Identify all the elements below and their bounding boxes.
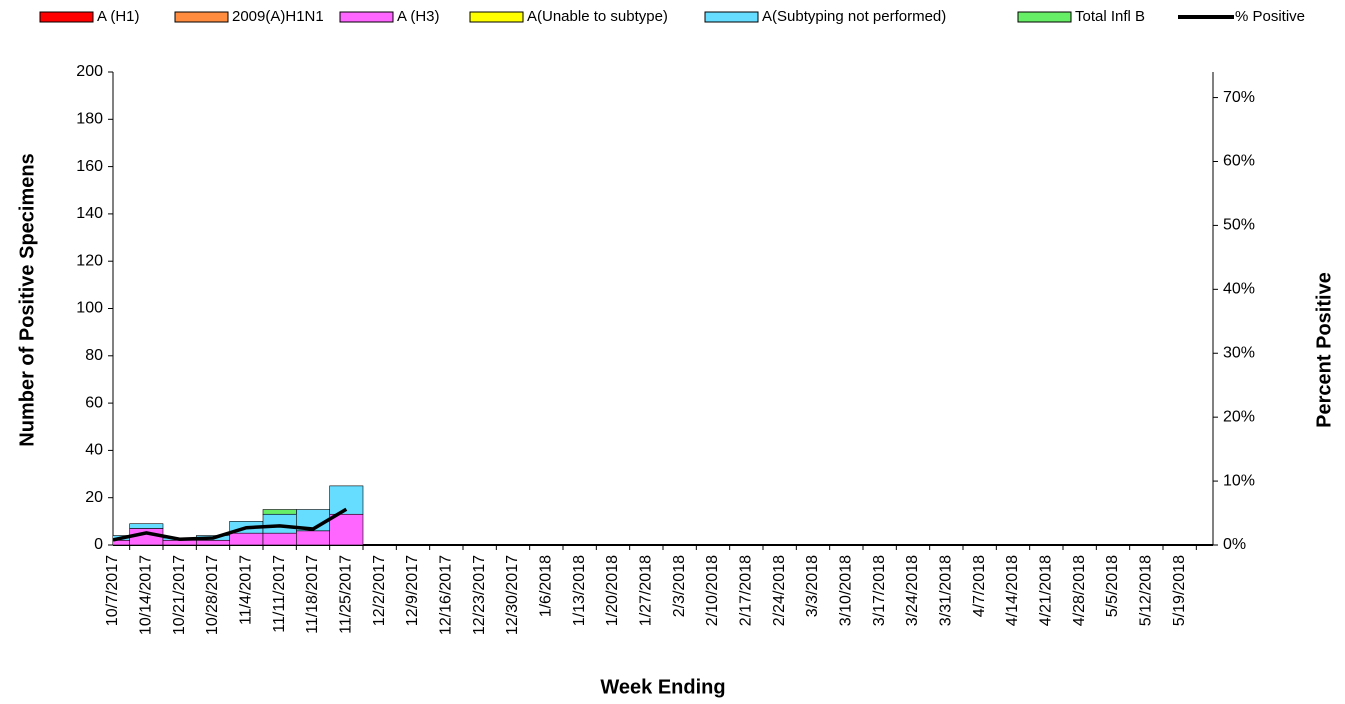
x-tick-label: 11/11/2017 <box>271 555 288 633</box>
x-tick-label: 4/14/2018 <box>1004 555 1021 626</box>
y2-tick-label: 20% <box>1223 408 1255 425</box>
y2-tick-label: 60% <box>1223 153 1255 170</box>
x-tick-label: 4/28/2018 <box>1071 555 1088 626</box>
x-tick-label: 11/4/2017 <box>238 555 255 625</box>
x-tick-label: 3/24/2018 <box>904 555 921 626</box>
y-tick-label: 0 <box>94 536 103 553</box>
x-tick-label: 10/7/2017 <box>104 555 121 626</box>
x-tick-label: 12/23/2017 <box>471 555 488 635</box>
y-tick-label: 200 <box>76 63 103 80</box>
bar-segment <box>262 513 297 534</box>
legend-swatch <box>339 11 394 23</box>
bar-segment <box>196 539 230 546</box>
x-tick-label: 1/13/2018 <box>571 555 588 626</box>
x-tick-label: 2/17/2018 <box>738 555 755 626</box>
x-tick-label: 12/2/2017 <box>371 555 388 626</box>
x-tick-label: 10/14/2017 <box>138 555 155 635</box>
y-tick-label: 20 <box>85 489 103 506</box>
legend-label: A (H3) <box>397 8 440 25</box>
x-tick-label: 2/24/2018 <box>771 555 788 626</box>
y-tick-label: 40 <box>85 442 103 459</box>
legend-swatch <box>704 11 759 23</box>
legend-label: A (H1) <box>97 8 140 25</box>
x-tick-label: 12/30/2017 <box>504 555 521 635</box>
legend-swatch <box>174 11 229 23</box>
x-tick-label: 10/28/2017 <box>204 555 221 635</box>
bar-segment <box>129 523 164 529</box>
y2-axis-title: Percent Positive <box>1313 272 1335 428</box>
bar-segment <box>229 532 264 546</box>
y2-tick-label: 30% <box>1223 344 1255 361</box>
legend-swatch <box>39 11 94 23</box>
x-tick-label: 5/19/2018 <box>1171 555 1188 626</box>
y-tick-label: 80 <box>85 347 103 364</box>
x-tick-label: 1/27/2018 <box>638 555 655 626</box>
bar-segment <box>262 532 297 546</box>
y-tick-label: 160 <box>76 158 103 175</box>
x-axis-title: Week Ending <box>600 676 725 698</box>
y-tick-label: 60 <box>85 394 103 411</box>
x-tick-label: 10/21/2017 <box>171 555 188 635</box>
x-tick-label: 11/18/2017 <box>304 555 321 634</box>
x-tick-label: 12/16/2017 <box>438 555 455 635</box>
y-axis-title: Number of Positive Specimens <box>16 153 38 446</box>
legend-label: A(Unable to subtype) <box>527 8 668 25</box>
bar-segment <box>329 513 364 546</box>
legend-label: Total Infl B <box>1075 8 1145 25</box>
y-tick-label: 120 <box>76 252 103 269</box>
x-tick-label: 5/12/2018 <box>1138 555 1155 626</box>
x-tick-label: 3/10/2018 <box>838 555 855 626</box>
x-tick-label: 3/31/2018 <box>938 555 955 626</box>
legend-swatch <box>1017 11 1072 23</box>
y2-tick-label: 40% <box>1223 281 1255 298</box>
x-tick-label: 1/20/2018 <box>604 555 621 626</box>
bar-segment <box>296 530 330 546</box>
legend-label: % Positive <box>1235 8 1305 25</box>
x-tick-label: 2/3/2018 <box>671 555 688 617</box>
bar-segment <box>262 509 297 515</box>
y-tick-label: 180 <box>76 111 103 128</box>
x-tick-label: 12/9/2017 <box>404 555 421 626</box>
x-tick-label: 1/6/2018 <box>538 555 555 617</box>
legend-label: A(Subtyping not performed) <box>762 8 946 25</box>
x-tick-label: 4/21/2018 <box>1038 555 1055 626</box>
x-tick-label: 5/5/2018 <box>1104 555 1121 617</box>
x-tick-label: 2/10/2018 <box>704 555 721 626</box>
percent-line <box>113 507 348 542</box>
y-tick-label: 100 <box>76 300 103 317</box>
x-tick-label: 3/17/2018 <box>871 555 888 626</box>
y-tick-label: 140 <box>76 205 103 222</box>
y2-tick-label: 0% <box>1223 536 1246 553</box>
x-tick-label: 11/25/2017 <box>338 555 355 634</box>
plot-area <box>113 485 364 546</box>
legend-label: 2009(A)H1N1 <box>232 8 324 25</box>
y2-tick-label: 70% <box>1223 89 1255 106</box>
x-tick-label: 4/7/2018 <box>971 555 988 617</box>
y2-tick-label: 50% <box>1223 217 1255 234</box>
legend-swatch <box>469 11 524 23</box>
x-tick-label: 3/3/2018 <box>804 555 821 617</box>
y2-tick-label: 10% <box>1223 472 1255 489</box>
